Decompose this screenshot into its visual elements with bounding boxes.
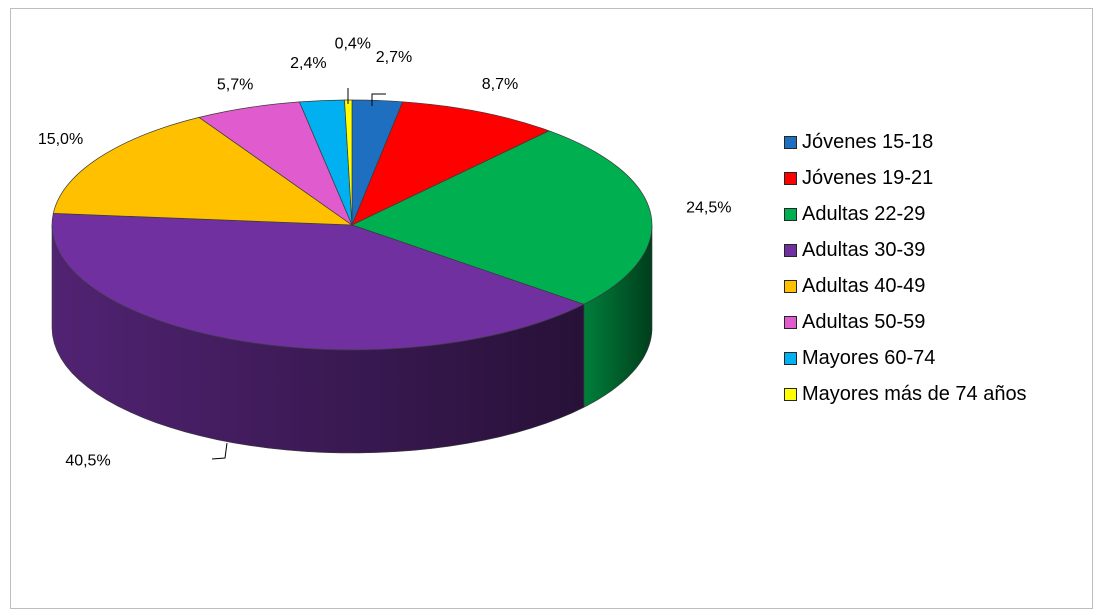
data-label-1: 8,7% [482, 76, 518, 93]
legend-swatch [784, 135, 797, 149]
pie-slice-3 [51, 213, 585, 351]
legend-swatch [784, 387, 797, 401]
leader-line-3 [211, 442, 228, 460]
data-label-5: 5,7% [217, 77, 253, 94]
legend: Jóvenes 15-18 Jóvenes 19-21 Adultas 22-2… [784, 124, 1027, 412]
legend-swatch [784, 207, 797, 221]
legend-label: Mayores más de 74 años [802, 382, 1027, 405]
legend-label: Jóvenes 19-21 [802, 166, 934, 189]
legend-swatch [784, 351, 797, 365]
legend-label: Jóvenes 15-18 [802, 130, 934, 153]
legend-item: Adultas 22-29 [784, 196, 1027, 232]
data-label-3: 40,5% [65, 453, 110, 470]
pie-slice-1 [351, 101, 551, 226]
pie-slice-2 [351, 130, 653, 305]
legend-label: Adultas 40-49 [802, 274, 926, 297]
legend-item: Jóvenes 15-18 [784, 124, 1027, 160]
legend-swatch [784, 279, 797, 293]
leader-line-0 [371, 93, 386, 106]
legend-label: Adultas 22-29 [802, 202, 926, 225]
data-label-0: 2,7% [376, 49, 412, 66]
legend-label: Adultas 30-39 [802, 238, 926, 261]
legend-swatch [784, 243, 797, 257]
data-label-6: 2,4% [290, 55, 326, 72]
legend-label: Mayores 60-74 [802, 346, 936, 369]
legend-item: Mayores 60-74 [784, 340, 1027, 376]
legend-item: Jóvenes 19-21 [784, 160, 1027, 196]
pie-sides [51, 224, 653, 454]
leader-lines [211, 88, 386, 460]
data-label-7: 0,4% [335, 36, 371, 53]
pie-slice-4 [52, 117, 354, 226]
pie-slices [51, 99, 653, 351]
legend-item: Mayores más de 74 años [784, 376, 1027, 412]
legend-swatch [784, 171, 797, 185]
legend-label: Adultas 50-59 [802, 310, 926, 333]
legend-item: Adultas 50-59 [784, 304, 1027, 340]
data-label-4: 15,0% [38, 131, 83, 148]
legend-item: Adultas 40-49 [784, 268, 1027, 304]
data-labels: 2,7% 8,7% 24,5% 40,5% 15,0% 5,7% 2,4% 0,4% [38, 36, 732, 470]
data-label-2: 24,5% [686, 200, 731, 217]
legend-item: Adultas 30-39 [784, 232, 1027, 268]
legend-swatch [784, 315, 797, 329]
